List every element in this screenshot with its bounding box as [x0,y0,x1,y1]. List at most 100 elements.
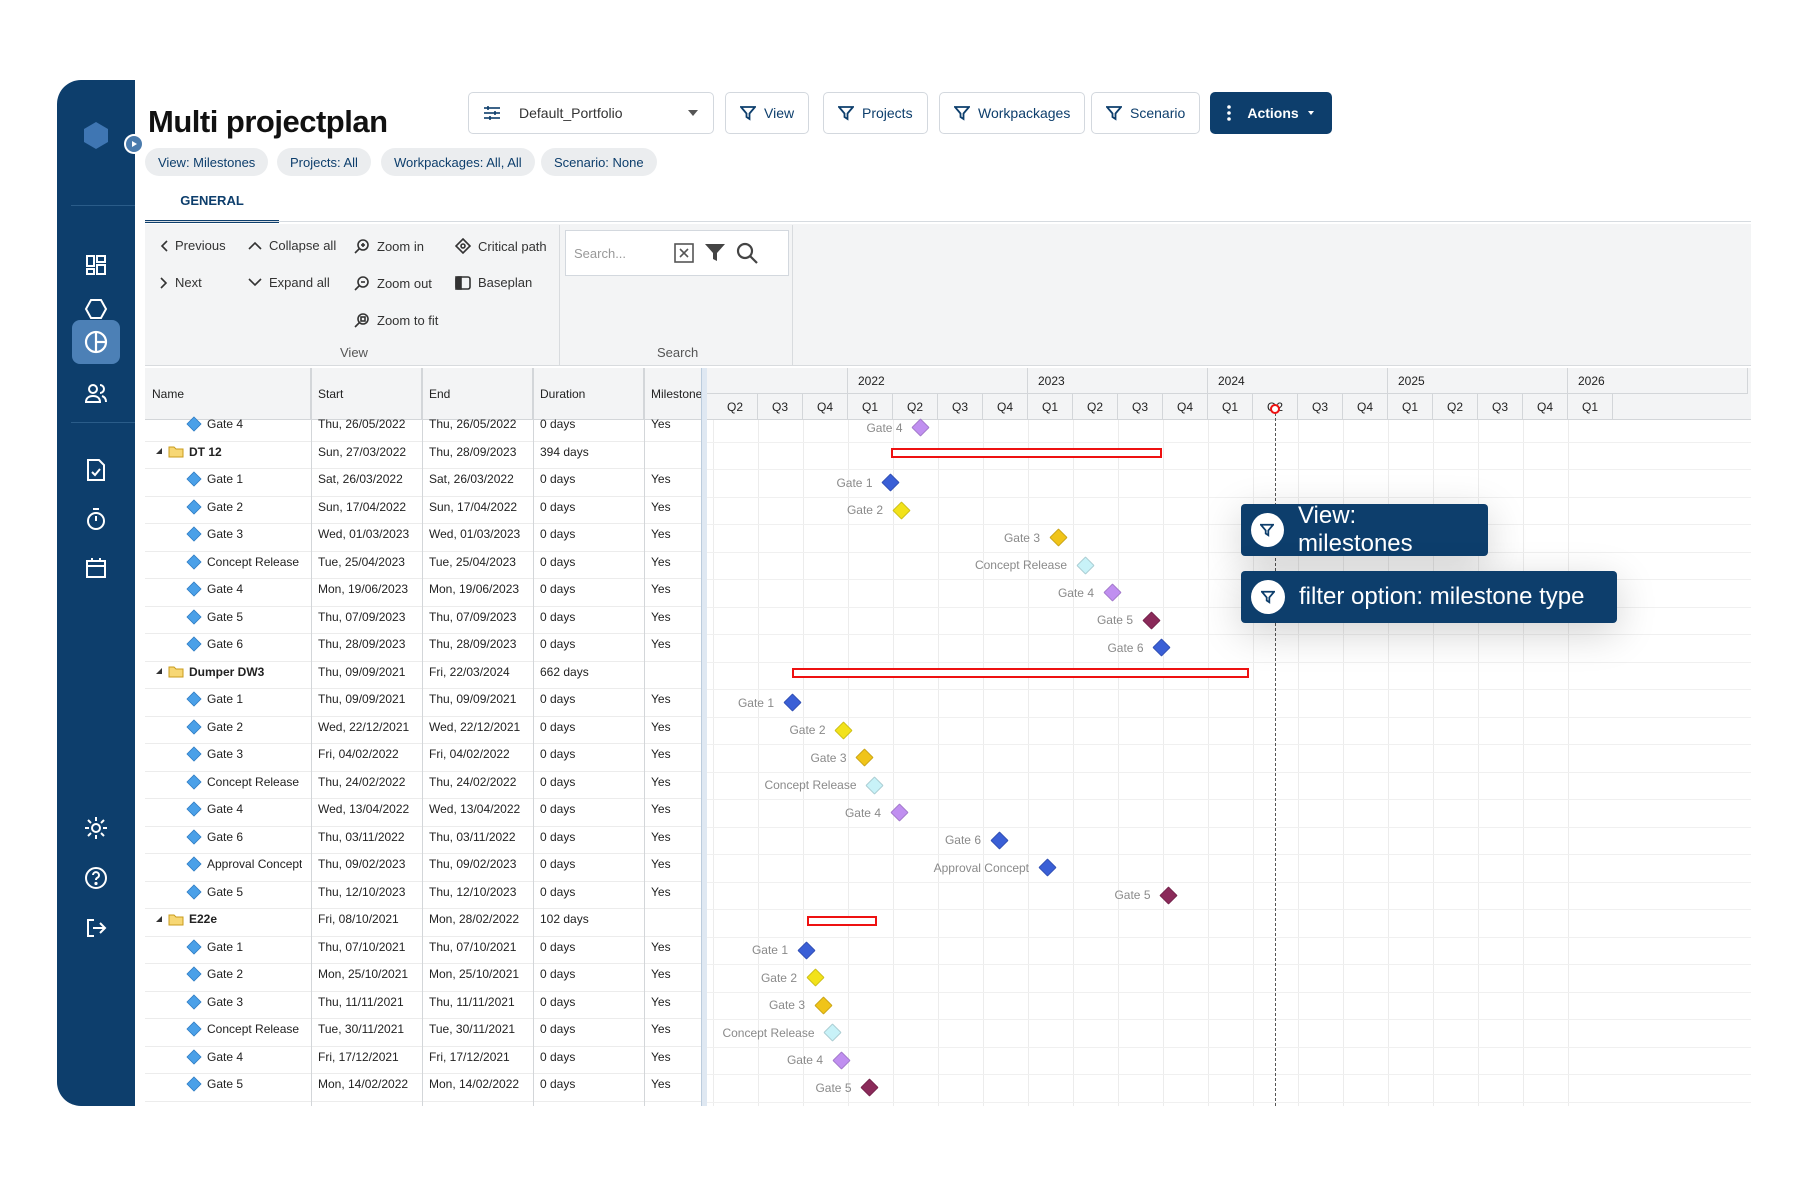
milestone-marker[interactable] [1075,556,1095,575]
milestone-marker[interactable] [1141,611,1161,630]
scenario-filter-button[interactable]: Scenario [1091,92,1201,134]
table-row[interactable]: Gate 1 Thu, 07/10/2021 Thu, 07/10/2021 0 da… [145,937,705,964]
project-summary-bar[interactable] [891,448,1162,459]
calendar-icon[interactable] [81,553,111,583]
milestone-marker[interactable] [805,968,825,987]
milestone-diamond-icon [186,746,202,762]
cell-milestone: Yes [651,857,671,871]
grid-gantt-splitter[interactable] [701,368,707,1106]
chip-view[interactable]: View: Milestones [145,148,269,176]
table-row[interactable]: Gate 4 Thu, 26/05/2022 Thu, 26/05/2022 0 da… [145,414,705,442]
milestone-marker[interactable] [891,501,911,520]
milestone-marker[interactable] [823,1023,842,1042]
filter-icon [954,106,970,121]
table-row[interactable]: Approval Concept Thu, 09/02/2023 Thu, 09/0… [145,854,705,882]
baseplan-button[interactable]: Baseplan [455,275,532,290]
clear-search-icon[interactable] [674,243,694,263]
table-row[interactable]: Gate 1 Sat, 26/03/2022 Sat, 26/03/2022 0 da… [145,469,705,497]
table-row[interactable]: Gate 5 Thu, 07/09/2023 Thu, 07/09/2023 0 da… [145,607,705,634]
cell-start: Thu, 07/10/2021 [318,939,406,954]
portfolio-hexagon-icon[interactable] [81,294,111,324]
column-header-duration[interactable]: Duration [533,368,644,420]
previous-button[interactable]: Previous [160,238,226,253]
search-icon[interactable] [736,242,758,264]
table-row[interactable]: Gate 4 Mon, 19/06/2023 Mon, 19/06/2023 0 da… [145,579,705,607]
sidebar-expand-chevron-icon[interactable] [124,134,144,154]
zoom-to-fit-button[interactable]: Zoom to fit [354,312,438,328]
zoom-in-label: Zoom in [377,238,424,254]
column-header-milestone[interactable]: Milestone [651,387,703,401]
collapse-toggle-icon[interactable] [156,448,163,455]
expand-all-button[interactable]: Expand all [248,275,330,290]
milestone-marker[interactable] [1152,638,1171,657]
stopwatch-icon[interactable] [81,504,111,534]
critical-path-button[interactable]: Critical path [455,238,547,254]
milestone-marker[interactable] [813,996,833,1015]
filter-icon[interactable] [704,243,726,263]
table-row[interactable]: Gate 6 Thu, 28/09/2023 Thu, 28/09/2023 0 da… [145,634,705,662]
milestone-marker[interactable] [834,721,853,740]
table-row[interactable]: Gate 2 Sun, 17/04/2022 Sun, 17/04/2022 0 da… [145,497,705,524]
table-row[interactable]: Concept Release Thu, 24/02/2022 Thu, 24/02… [145,772,705,799]
column-header-start[interactable]: Start [311,368,422,420]
users-icon[interactable] [81,378,111,408]
chip-projects[interactable]: Projects: All [277,148,371,176]
project-summary-bar[interactable] [806,915,877,926]
project-summary-bar[interactable] [792,668,1249,679]
milestone-marker[interactable] [1037,858,1057,877]
settings-gear-icon[interactable] [81,813,111,843]
quarter-gridline [1163,420,1164,1106]
search-input[interactable]: Search... [574,245,627,261]
task-checklist-icon[interactable] [81,455,111,485]
collapse-toggle-icon[interactable] [156,668,163,675]
table-row[interactable]: Concept Release Tue, 30/11/2021 Tue, 30/11… [145,1019,705,1047]
table-row[interactable]: Gate 1 Thu, 09/09/2021 Thu, 09/09/2021 0 da… [145,689,705,717]
row-gridline [707,909,1751,910]
table-row[interactable]: Gate 3 Fri, 04/02/2022 Fri, 04/02/2022 0 da… [145,744,705,772]
milestone-marker[interactable] [989,831,1009,850]
zoom-in-button[interactable]: Zoom in [354,238,424,254]
table-row[interactable]: Gate 4 Wed, 13/04/2022 Wed, 13/04/2022 0 da… [145,799,705,827]
milestone-marker[interactable] [1048,528,1068,547]
milestone-marker[interactable] [860,1078,879,1097]
tab-general[interactable]: GENERAL [145,187,279,223]
collapse-toggle-icon[interactable] [156,915,163,923]
table-row[interactable]: Gate 5 Thu, 12/10/2023 Thu, 12/10/2023 0 da… [145,882,705,909]
table-row[interactable]: Gate 5 Mon, 14/02/2022 Mon, 14/02/2022 0 da… [145,1074,705,1102]
portfolio-select[interactable]: Default_Portfolio [468,92,714,134]
dashboard-icon[interactable] [81,250,111,280]
view-filter-button[interactable]: View [725,92,810,134]
zoom-out-button[interactable]: Zoom out [354,275,432,291]
cell-duration: 0 days [540,692,576,706]
column-header-end[interactable]: End [422,368,533,420]
table-row[interactable]: Gate 4 Fri, 17/12/2021 Fri, 17/12/2021 0 da… [145,1047,705,1074]
actions-menu-button[interactable]: Actions [1210,92,1332,134]
table-row[interactable]: Gate 3 Thu, 11/11/2021 Thu, 11/11/2021 0 da… [145,992,705,1019]
projects-filter-button[interactable]: Projects [823,92,928,134]
table-row[interactable]: Gate 3 Wed, 01/03/2023 Wed, 01/03/2023 0 da… [145,524,705,552]
milestone-marker[interactable] [782,693,802,712]
collapse-all-button[interactable]: Collapse all [248,238,336,253]
milestone-label: Gate 5 [815,1080,852,1095]
help-icon[interactable] [81,863,111,893]
milestone-marker[interactable] [855,748,874,767]
projectplan-chart-icon[interactable] [72,320,120,364]
project-group-row[interactable]: DT 12 Sun, 27/03/2022 Thu, 28/09/2023 394 d… [145,442,705,469]
workpackages-filter-button[interactable]: Workpackages [939,92,1086,134]
project-group-row[interactable]: Dumper DW3 Thu, 09/09/2021 Fri, 22/03/2024… [145,662,705,689]
next-button[interactable]: Next [160,275,202,290]
app-logo-icon[interactable] [79,118,113,152]
table-row[interactable]: Gate 2 Mon, 25/10/2021 Mon, 25/10/2021 0 da… [145,964,705,992]
project-group-row[interactable]: E22e Fri, 08/10/2021 Mon, 28/02/2022 102 da… [145,909,705,937]
table-row[interactable]: Concept Release Tue, 25/04/2023 Tue, 25/04… [145,552,705,579]
milestone-marker[interactable] [865,776,884,795]
chip-workpackages[interactable]: Workpackages: All, All [381,148,535,176]
milestone-marker[interactable] [881,473,900,492]
logout-icon[interactable] [81,913,111,943]
milestone-marker[interactable] [796,941,816,960]
milestone-marker[interactable] [911,418,930,437]
table-row[interactable]: Gate 2 Wed, 22/12/2021 Wed, 22/12/2021 0 da… [145,717,705,744]
table-row[interactable]: Gate 6 Thu, 03/11/2022 Thu, 03/11/2022 0 da… [145,827,705,854]
column-header-name[interactable]: Name [145,368,311,420]
chip-scenario[interactable]: Scenario: None [541,148,657,176]
